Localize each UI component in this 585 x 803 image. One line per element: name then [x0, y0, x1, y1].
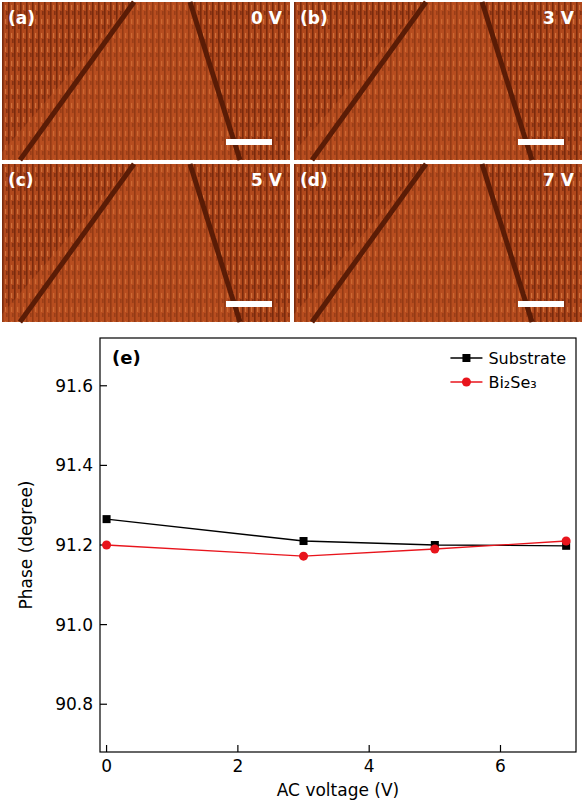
x-tick-label: 4 [364, 756, 375, 776]
x-tick-label: 0 [101, 756, 112, 776]
scale-bar [518, 139, 564, 145]
y-tick [100, 385, 107, 386]
x-tick [106, 745, 107, 752]
image-panel: (b) 3 V [294, 2, 582, 160]
y-tick [100, 465, 107, 466]
figure: (a) 0 V (b) 3 V (c) 5 V (d) 7 V 0 2 4 6 90.8 91.0 91.2… [0, 0, 585, 803]
voltage-label: 0 V [251, 8, 283, 28]
flake-edge [482, 2, 532, 160]
y-tick-label: 91.0 [55, 615, 93, 635]
y-tick [100, 624, 107, 625]
legend-marker [462, 354, 470, 362]
voltage-label: 3 V [543, 8, 575, 28]
scale-bar [226, 301, 272, 307]
flake-edge [312, 164, 426, 322]
afm-image [2, 164, 290, 322]
panel-label: (d) [300, 170, 328, 190]
flake-region [294, 2, 534, 160]
y-tick-label: 90.8 [55, 694, 93, 714]
x-axis-title: AC voltage (V) [277, 780, 399, 800]
legend-marker [462, 378, 471, 387]
flake-region [294, 164, 534, 322]
legend: Substrate Bi₂Se₃ [450, 349, 566, 392]
data-point [562, 537, 571, 546]
flake-region [2, 2, 242, 160]
legend-label: Bi₂Se₃ [488, 373, 536, 392]
afm-image [2, 2, 290, 160]
panel-label: (c) [8, 170, 34, 190]
flake-edge [20, 2, 134, 160]
data-point [103, 515, 111, 523]
flake-region [2, 164, 242, 322]
series-line [107, 519, 567, 546]
image-panel: (c) 5 V [2, 164, 290, 322]
data-point [300, 537, 308, 545]
y-tick-label: 91.6 [55, 376, 93, 396]
flake-edge [190, 164, 240, 322]
y-axis-title: Phase (degree) [16, 480, 36, 609]
y-tick [100, 704, 107, 705]
voltage-label: 7 V [543, 170, 575, 190]
afm-image [294, 2, 582, 160]
x-tick [500, 745, 501, 752]
afm-image [294, 164, 582, 322]
scale-bar [226, 139, 272, 145]
voltage-label: 5 V [251, 170, 283, 190]
image-panel: (d) 7 V [294, 164, 582, 322]
data-point [299, 552, 308, 561]
data-point [430, 544, 439, 553]
image-panel: (a) 0 V [2, 2, 290, 160]
chart-title: (e) [112, 347, 141, 368]
x-tick-label: 2 [232, 756, 243, 776]
legend-label: Substrate [488, 349, 566, 368]
scale-bar [518, 301, 564, 307]
plot-frame [100, 338, 576, 752]
panel-label: (b) [300, 8, 328, 28]
series-line [107, 541, 567, 556]
flake-edge [20, 164, 134, 322]
flake-edge [190, 2, 240, 160]
x-tick-label: 6 [495, 756, 506, 776]
y-tick-label: 91.4 [55, 455, 93, 475]
data-point [102, 541, 111, 550]
y-tick-label: 91.2 [55, 535, 93, 555]
panel-label: (a) [8, 8, 35, 28]
flake-edge [482, 164, 532, 322]
plot-area [102, 515, 571, 561]
flake-edge [312, 2, 426, 160]
x-tick [369, 745, 370, 752]
x-tick [237, 745, 238, 752]
